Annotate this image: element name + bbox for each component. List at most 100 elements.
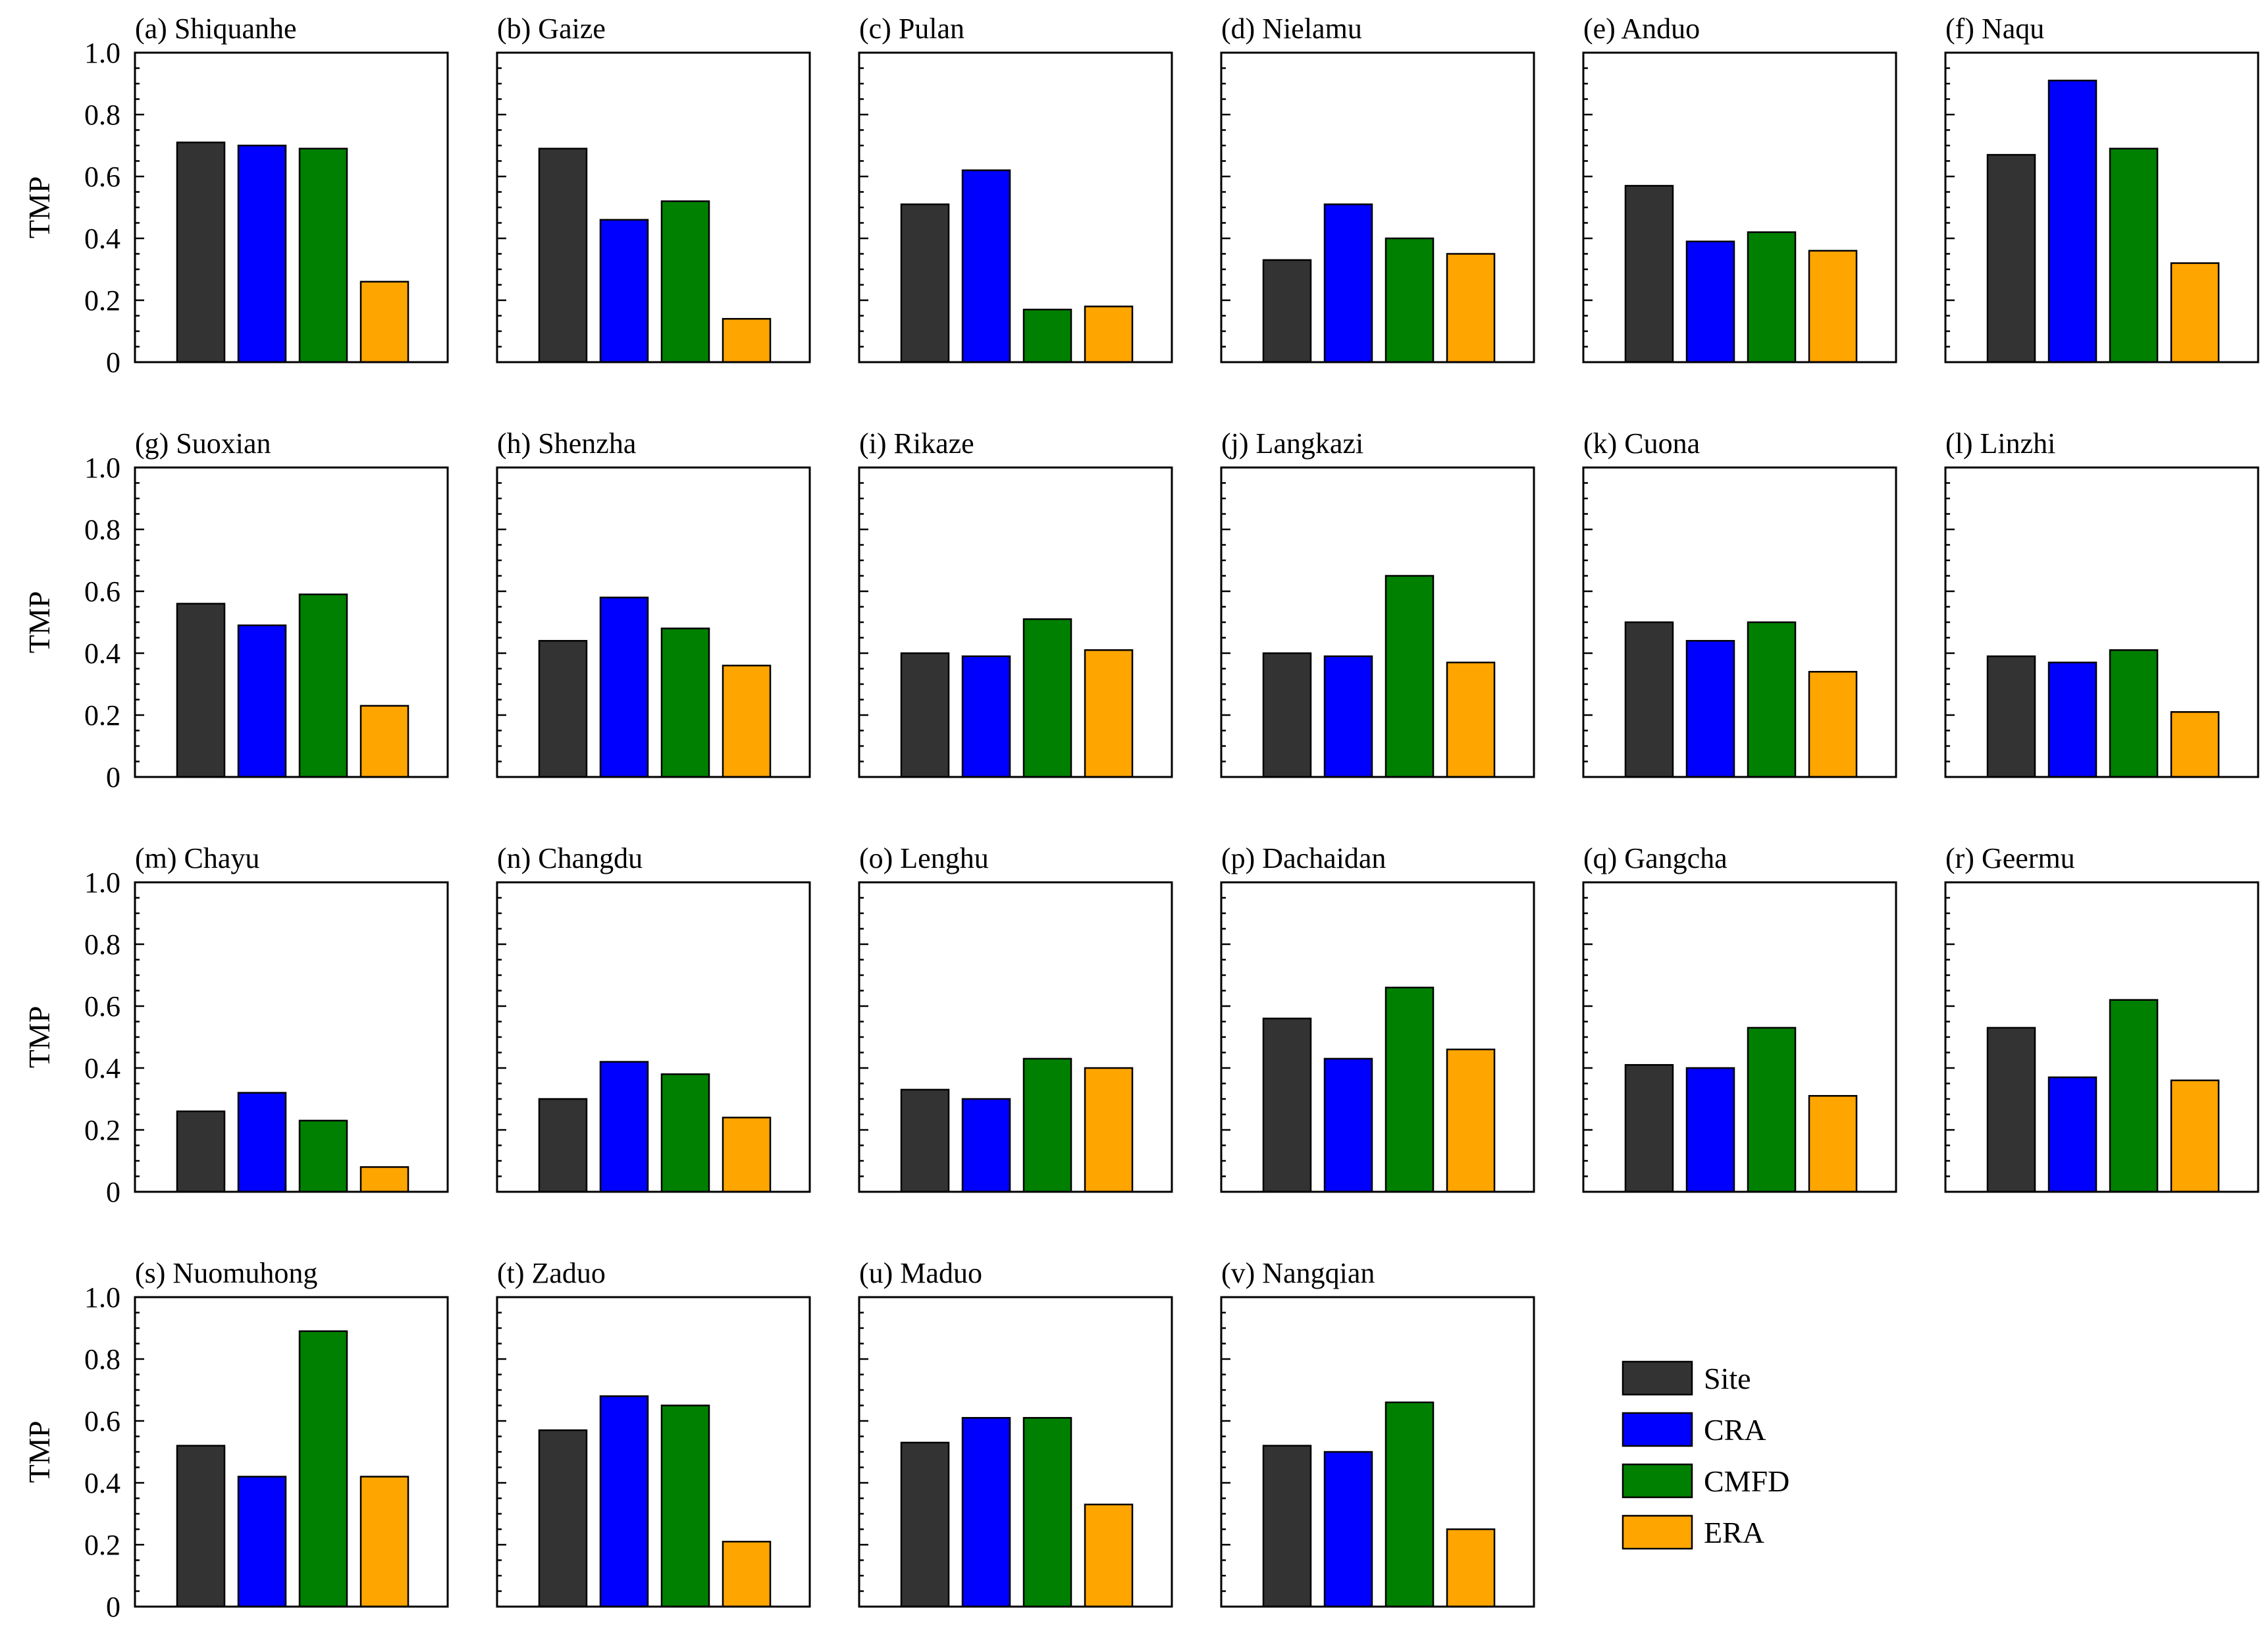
bar-cra bbox=[961, 655, 1011, 778]
panel-11: (k) Cuona bbox=[1582, 427, 1897, 778]
bar-cra bbox=[1323, 203, 1373, 363]
y-tick-label: 0.2 bbox=[84, 1529, 120, 1561]
y-tick-label: 0.6 bbox=[84, 990, 120, 1023]
bar-era bbox=[722, 317, 772, 363]
panel-title: (h) Shenzha bbox=[497, 427, 636, 460]
y-tick-label: 0.4 bbox=[84, 1052, 120, 1084]
bar-site bbox=[1262, 1017, 1312, 1193]
bar-cmfd bbox=[1385, 237, 1435, 363]
legend-item-era: ERA bbox=[1622, 1514, 1764, 1550]
panel-title: (i) Rikaze bbox=[859, 427, 974, 460]
bar-site bbox=[1624, 621, 1674, 778]
bar-cmfd bbox=[1022, 1417, 1072, 1608]
legend-label: Site bbox=[1704, 1362, 1751, 1395]
panel-title: (u) Maduo bbox=[859, 1257, 982, 1289]
panel-13: (m) Chayu 0 0.2 0.4 0.6 0.8 1.0 TMP bbox=[22, 842, 449, 1208]
panel-1: (a) Shiquanhe 0 0.2 0.4 0.6 0.8 1.0 TMP bbox=[22, 13, 449, 379]
panel-22: (v) Nangqian bbox=[1220, 1257, 1535, 1608]
bar-site bbox=[176, 1445, 226, 1608]
y-tick-label: 0 bbox=[106, 1591, 120, 1623]
bar-era bbox=[1084, 1503, 1134, 1608]
panel-2: (b) Gaize bbox=[496, 13, 811, 363]
panel-title: (r) Geermu bbox=[1945, 842, 2075, 874]
bar-era bbox=[722, 664, 772, 778]
y-axis-label: TMP bbox=[22, 1421, 56, 1483]
bar-cra bbox=[961, 1417, 1011, 1608]
bar-era bbox=[1808, 250, 1858, 363]
panel-20: (t) Zaduo bbox=[496, 1257, 811, 1608]
legend-swatch bbox=[1622, 1412, 1693, 1447]
panel-title: (k) Cuona bbox=[1583, 427, 1700, 460]
bar-cra bbox=[599, 1061, 649, 1193]
bar-era bbox=[1084, 649, 1134, 778]
panel-5: (e) Anduo bbox=[1582, 13, 1897, 363]
bar-site bbox=[1986, 153, 2036, 363]
panel-title: (p) Dachaidan bbox=[1221, 842, 1386, 874]
panel-15: (o) Lenghu bbox=[858, 842, 1173, 1193]
y-axis-label: TMP bbox=[22, 1006, 56, 1069]
bar-era bbox=[1446, 1528, 1496, 1608]
bar-cra bbox=[1323, 1451, 1373, 1608]
bar-cmfd bbox=[660, 1404, 710, 1608]
bar-era bbox=[359, 1476, 409, 1608]
panel-title: (s) Nuomuhong bbox=[135, 1257, 317, 1289]
y-tick-label: 0.8 bbox=[84, 514, 120, 546]
bar-site bbox=[900, 1088, 950, 1193]
bar-era bbox=[1084, 306, 1134, 363]
y-tick-label: 0.8 bbox=[84, 1343, 120, 1375]
bar-cmfd bbox=[660, 200, 710, 363]
legend-item-cra: CRA bbox=[1622, 1412, 1766, 1447]
legend-swatch bbox=[1622, 1360, 1693, 1396]
y-tick-label: 0 bbox=[106, 761, 120, 793]
bar-cra bbox=[1323, 1057, 1373, 1193]
y-tick-label: 0.2 bbox=[84, 1114, 120, 1146]
y-tick-label: 0.8 bbox=[84, 99, 120, 131]
y-tick-label: 0.2 bbox=[84, 284, 120, 317]
bar-era bbox=[722, 1541, 772, 1608]
panel-title: (q) Gangcha bbox=[1583, 842, 1727, 874]
panel-18: (r) Geermu bbox=[1944, 842, 2259, 1193]
bar-site bbox=[900, 203, 950, 363]
bar-cmfd bbox=[298, 593, 348, 778]
bar-cmfd bbox=[1747, 1027, 1797, 1193]
legend-item-cmfd: CMFD bbox=[1622, 1463, 1789, 1499]
bar-era bbox=[1084, 1067, 1134, 1193]
bar-cra bbox=[1323, 655, 1373, 778]
bar-site bbox=[538, 147, 588, 363]
bar-cra bbox=[2047, 1076, 2097, 1193]
panel-title: (n) Changdu bbox=[497, 842, 643, 874]
y-tick-label: 1.0 bbox=[84, 867, 120, 899]
y-tick-label: 0.6 bbox=[84, 575, 120, 608]
legend-label: ERA bbox=[1704, 1516, 1764, 1549]
bar-cra bbox=[961, 169, 1011, 363]
bar-cmfd bbox=[2109, 147, 2159, 363]
bar-cra bbox=[961, 1098, 1011, 1193]
y-tick-label: 0.6 bbox=[84, 1405, 120, 1437]
panel-title: (f) Naqu bbox=[1945, 13, 2044, 45]
panel-title: (b) Gaize bbox=[497, 13, 606, 45]
y-tick-label: 0.6 bbox=[84, 161, 120, 193]
panel-title: (e) Anduo bbox=[1583, 13, 1700, 45]
bar-site bbox=[1624, 1064, 1674, 1193]
bar-era bbox=[1446, 253, 1496, 363]
legend-label: CRA bbox=[1704, 1413, 1766, 1447]
bar-site bbox=[1262, 1445, 1312, 1608]
bar-cmfd bbox=[2109, 649, 2159, 778]
bar-site bbox=[538, 1098, 588, 1193]
bar-cra bbox=[599, 1395, 649, 1608]
bar-cmfd bbox=[1385, 986, 1435, 1193]
bar-era bbox=[359, 705, 409, 778]
y-tick-label: 1.0 bbox=[84, 1281, 120, 1314]
bar-cmfd bbox=[1022, 618, 1072, 778]
bar-site bbox=[1262, 259, 1312, 363]
panel-title: (o) Lenghu bbox=[859, 842, 989, 874]
bar-era bbox=[722, 1116, 772, 1193]
y-tick-label: 0.4 bbox=[84, 223, 120, 255]
panel-title: (t) Zaduo bbox=[497, 1257, 606, 1289]
panel-14: (n) Changdu bbox=[496, 842, 811, 1193]
panel-title: (g) Suoxian bbox=[135, 427, 271, 460]
bar-cra bbox=[237, 1476, 287, 1608]
bar-site bbox=[538, 1429, 588, 1608]
panel-21: (u) Maduo bbox=[858, 1257, 1173, 1608]
panel-title: (c) Pulan bbox=[859, 13, 964, 45]
